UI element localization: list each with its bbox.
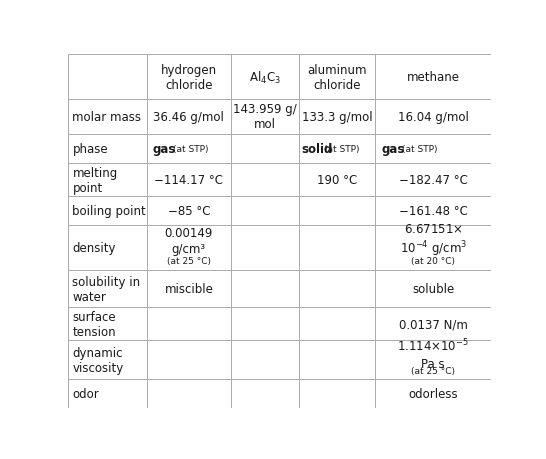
Text: (at 25 °C): (at 25 °C): [411, 366, 455, 375]
Text: soluble: soluble: [412, 283, 454, 296]
Text: 190 °C: 190 °C: [317, 174, 357, 187]
Text: −114.17 °C: −114.17 °C: [155, 174, 223, 187]
Text: solid: solid: [301, 143, 333, 156]
Text: 133.3 g/mol: 133.3 g/mol: [301, 111, 372, 124]
Text: −161.48 °C: −161.48 °C: [399, 205, 468, 218]
Text: solubility in
water: solubility in water: [73, 275, 141, 303]
Text: 16.04 g/mol: 16.04 g/mol: [398, 111, 468, 124]
Text: 143.959 g/
mol: 143.959 g/ mol: [233, 103, 297, 131]
Text: −85 °C: −85 °C: [168, 205, 210, 218]
Text: 6.67151$\times$
10$^{-4}$ g/cm$^3$: 6.67151$\times$ 10$^{-4}$ g/cm$^3$: [400, 222, 467, 259]
Text: (at 20 °C): (at 20 °C): [411, 256, 455, 265]
Text: gas: gas: [153, 143, 176, 156]
Text: 1.114$\times$10$^{-5}$
Pa s: 1.114$\times$10$^{-5}$ Pa s: [397, 337, 469, 370]
Text: miscible: miscible: [164, 283, 213, 296]
Text: gas: gas: [381, 143, 405, 156]
Text: (at STP): (at STP): [402, 145, 437, 154]
Text: 36.46 g/mol: 36.46 g/mol: [153, 111, 224, 124]
Text: density: density: [73, 242, 116, 255]
Text: methane: methane: [407, 71, 460, 84]
Text: (at 25 °C): (at 25 °C): [167, 256, 211, 265]
Text: odor: odor: [73, 387, 99, 400]
Text: −182.47 °C: −182.47 °C: [399, 174, 468, 187]
Text: (at STP): (at STP): [324, 145, 360, 154]
Text: boiling point: boiling point: [73, 205, 146, 218]
Text: odorless: odorless: [408, 387, 458, 400]
Text: dynamic
viscosity: dynamic viscosity: [73, 346, 124, 374]
Text: molar mass: molar mass: [73, 111, 141, 124]
Text: hydrogen
chloride: hydrogen chloride: [161, 63, 217, 91]
Text: 0.00149
g/cm³: 0.00149 g/cm³: [165, 226, 213, 255]
Text: (at STP): (at STP): [173, 145, 209, 154]
Text: aluminum
chloride: aluminum chloride: [307, 63, 367, 91]
Text: melting
point: melting point: [73, 166, 118, 194]
Text: surface
tension: surface tension: [73, 310, 116, 338]
Text: Al$_4$C$_3$: Al$_4$C$_3$: [249, 69, 281, 85]
Text: phase: phase: [73, 143, 108, 156]
Text: 0.0137 N/m: 0.0137 N/m: [399, 318, 468, 330]
